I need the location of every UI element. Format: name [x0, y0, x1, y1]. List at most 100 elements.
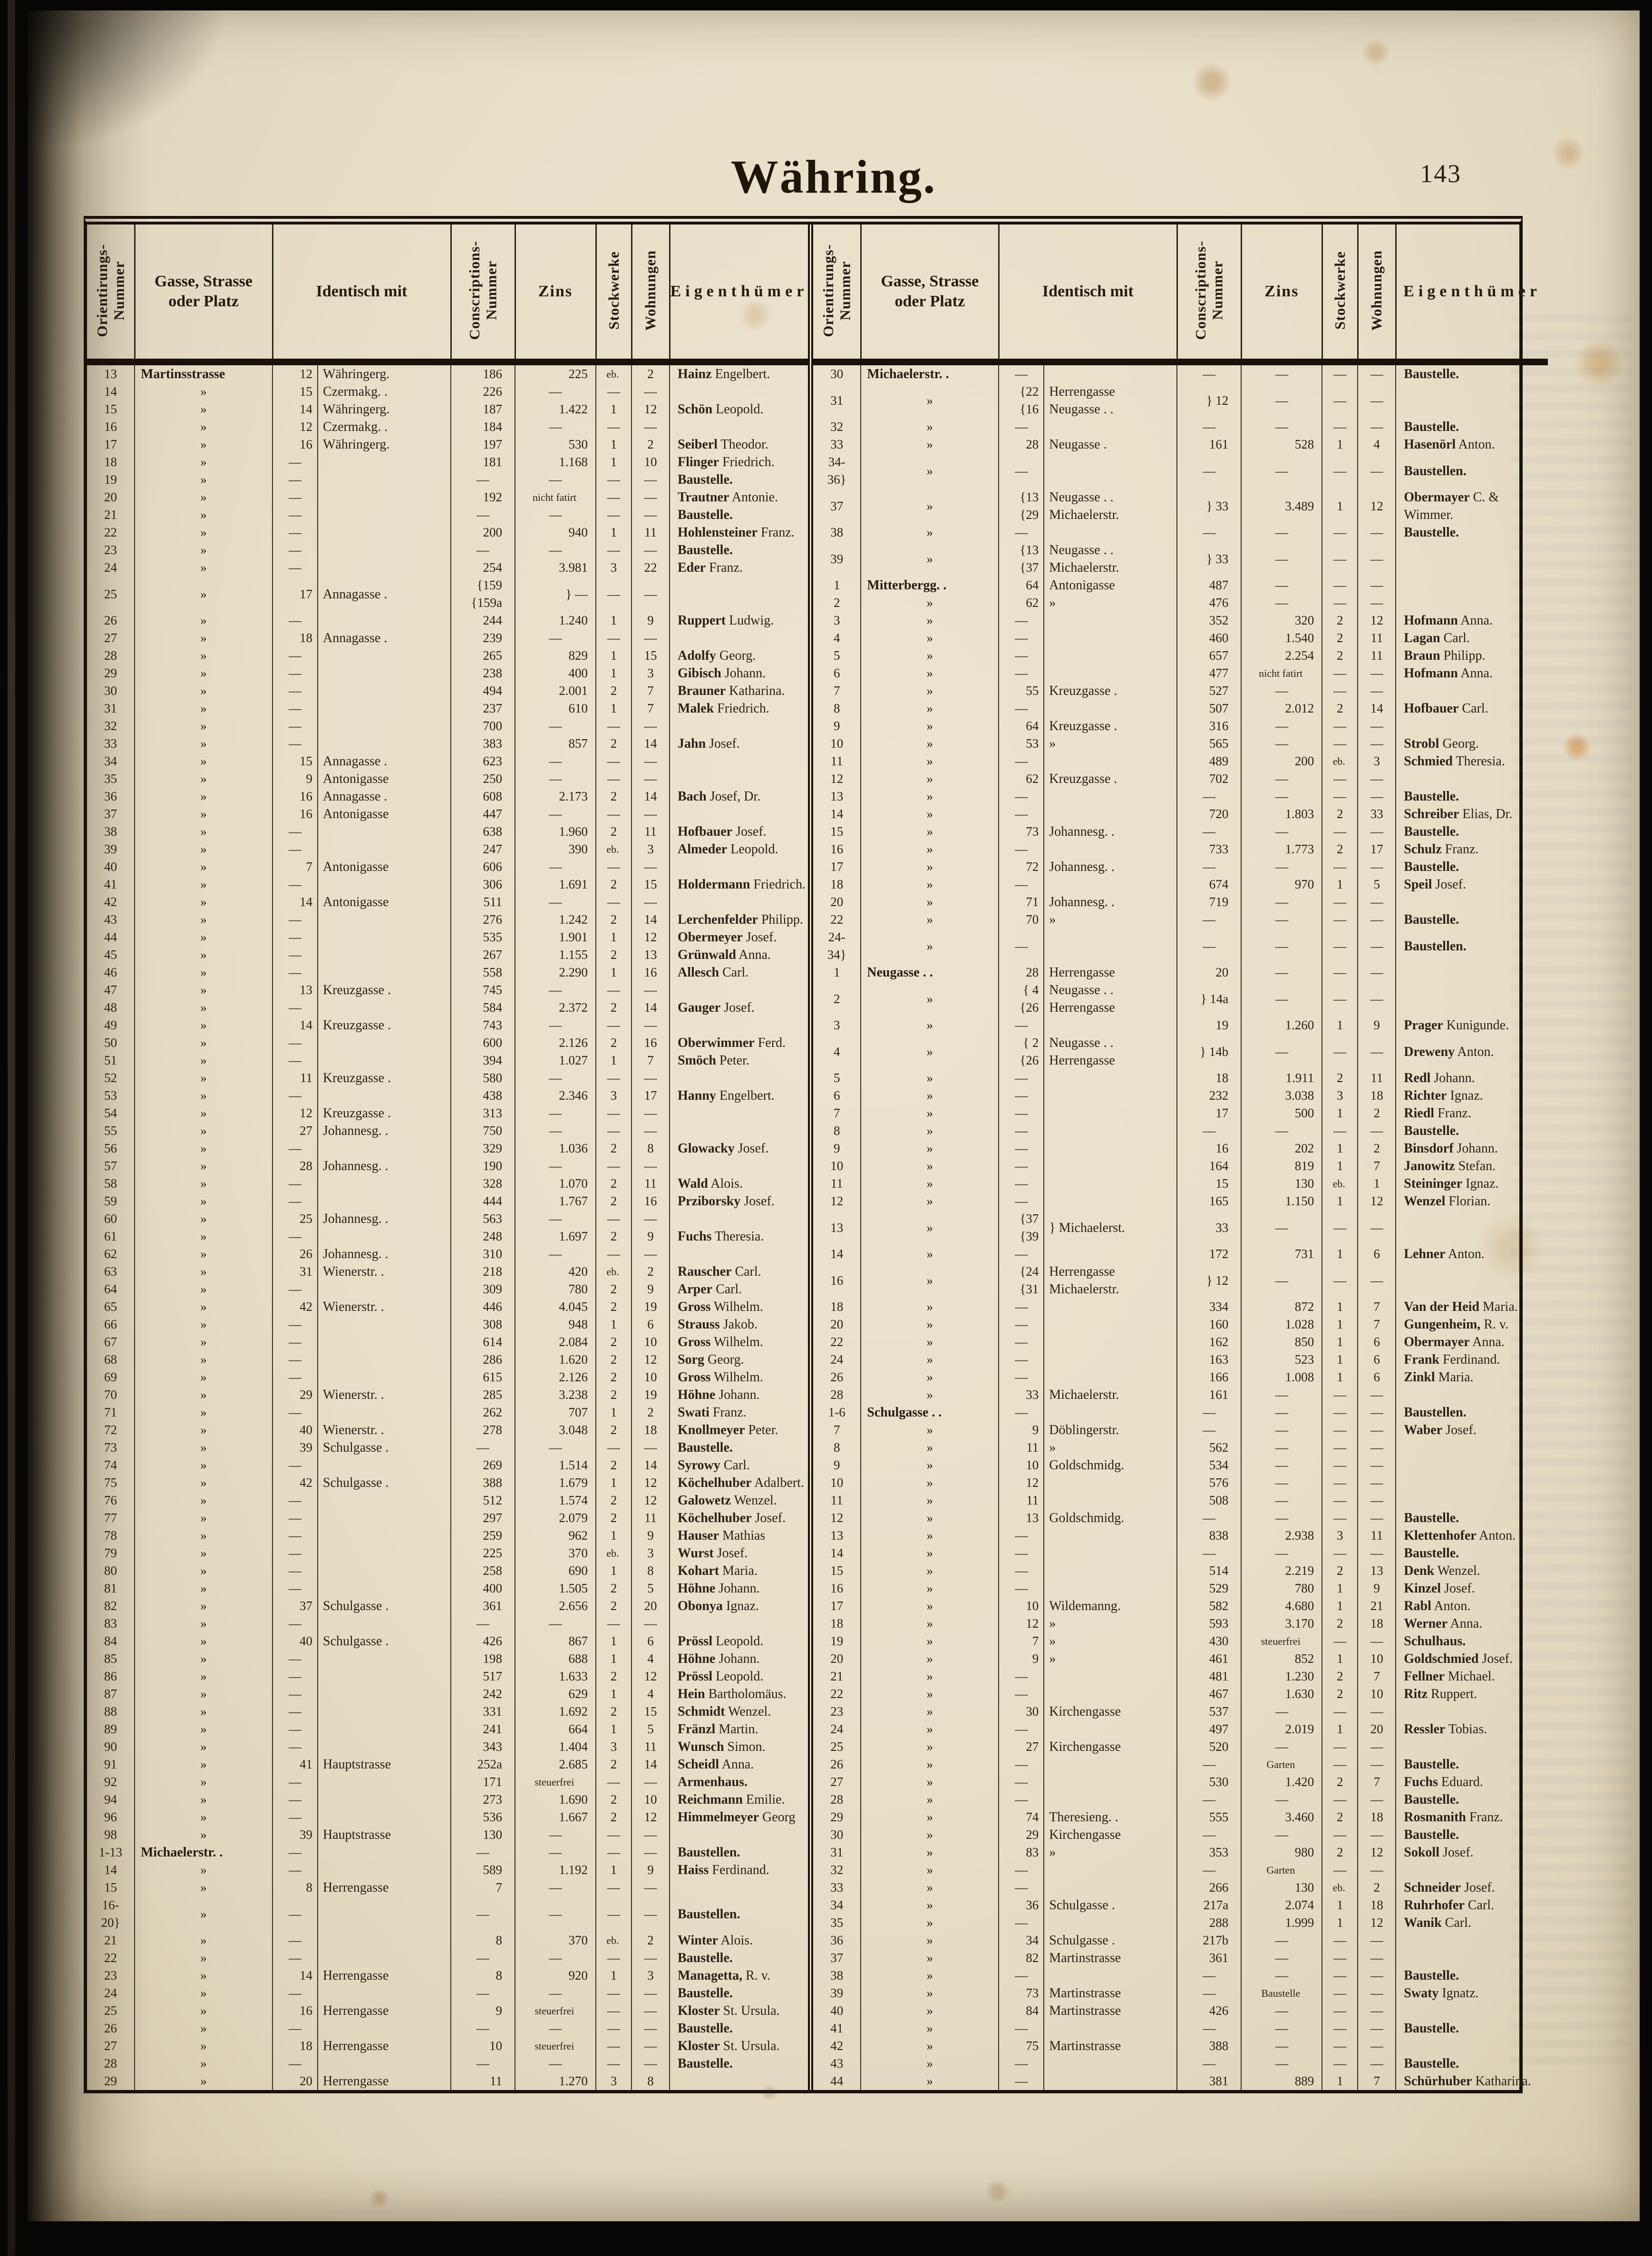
- col-orientirungs-nummer: 38: [104, 824, 117, 839]
- col-gasse: »: [134, 1544, 272, 1562]
- table-row: 20» 9» 461 852 1 10 Goldschmied Josef.: [813, 1650, 1548, 1668]
- col-orientirungs-nummer: 29: [104, 2074, 117, 2088]
- col-conscriptions-nummer: 8: [450, 1932, 515, 1949]
- table-row: 44» —381 889 1 7 Schürhuber Katharina.: [813, 2072, 1548, 2090]
- owner-givenname: Johann.: [715, 1651, 760, 1666]
- owner-surname: Prössl: [678, 1634, 713, 1649]
- col-wohnungen: —: [631, 1069, 670, 1087]
- col-gasse: »: [860, 2055, 999, 2072]
- col-identisch-nummer: —: [272, 453, 318, 471]
- owner-givenname: Ignaz.: [722, 1599, 759, 1613]
- col-conscriptions-nummer: 164: [1176, 1157, 1242, 1175]
- col-identisch-nummer: 27: [998, 1738, 1044, 1756]
- table-row: 55» 27 Johannesg. . 750— — —: [87, 1122, 808, 1140]
- col-conscriptions-nummer: 198: [450, 1650, 515, 1668]
- col-wohnungen: 11: [631, 1509, 670, 1527]
- owner-givenname: Wilhelm.: [710, 1370, 763, 1385]
- col-gasse: »: [134, 1492, 272, 1509]
- owner-surname: Kohart: [678, 1563, 719, 1578]
- col-zins: 2.074: [1241, 1896, 1322, 1914]
- table-row: 52» 11 Kreuzgasse . 580— — —: [87, 1069, 808, 1087]
- col-wohnungen: —: [631, 770, 670, 788]
- col-eigenthuemer: Grünwald Anna.: [669, 946, 808, 964]
- owner-surname: Kloster: [678, 2003, 720, 2018]
- col-identisch-strasse: Antonigasse: [317, 893, 451, 911]
- col-zins: —: [1241, 770, 1322, 788]
- col-gasse: »: [134, 1052, 272, 1069]
- col-zins: 2.254: [1241, 647, 1322, 664]
- col-identisch-strasse: [1043, 362, 1177, 383]
- col-gasse: »: [860, 541, 999, 576]
- col-stockwerke: —: [1322, 1703, 1358, 1720]
- col-orientirungs-nummer: 38: [830, 1968, 844, 1983]
- col-zins: 829: [515, 647, 596, 664]
- col-wohnungen: —: [1357, 981, 1396, 1016]
- col-wohnungen: 8: [631, 1140, 670, 1157]
- owner-givenname: Franz.: [706, 560, 743, 575]
- col-stockwerke: 2: [595, 1580, 632, 1597]
- col-identisch-nummer: 17: [272, 576, 318, 612]
- col-identisch-nummer: 16: [272, 436, 318, 453]
- owner-givenname: Georg: [759, 1810, 796, 1825]
- table-row: 24» —497 2.019 1 20 Ressler Tobias.: [813, 1720, 1548, 1738]
- col-eigenthuemer: Kloster St. Ursula.: [669, 2037, 808, 2055]
- col-gasse: »: [860, 1791, 999, 1808]
- owner-surname: Swaty: [1404, 1986, 1439, 2001]
- col-identisch-nummer: 18: [272, 2037, 318, 2055]
- owner-givenname: Leopold.: [712, 1634, 764, 1649]
- col-gasse: »: [860, 840, 999, 858]
- col-eigenthuemer: Baustellen.: [1395, 928, 1548, 964]
- col-conscriptions-nummer: 700: [450, 717, 515, 735]
- col-eigenthuemer: [1395, 1949, 1548, 1967]
- col-stockwerke: —: [595, 1210, 632, 1228]
- col-zins: 850: [1241, 1333, 1322, 1351]
- col-wohnungen: 5: [631, 1720, 670, 1738]
- table-row: 37» {13 {29 Neugasse . . Michaelerstr.} 33…: [813, 488, 1548, 524]
- header-gasse-strasse: Gasse, Strasse oder Platz: [860, 225, 999, 365]
- col-zins: —: [1241, 1263, 1322, 1298]
- col-orientirungs-nummer: 9: [834, 1141, 840, 1155]
- table-row: 5» —18 1.911 2 11 Redl Johann.: [813, 1069, 1548, 1087]
- col-identisch-nummer: —: [998, 805, 1044, 823]
- col-orientirungs-nummer: 44: [830, 2074, 844, 2088]
- col-stockwerke: 1: [595, 1316, 632, 1333]
- col-stockwerke: —: [1322, 1967, 1358, 1984]
- col-gasse: »: [860, 1914, 999, 1932]
- col-identisch-nummer: 15: [272, 383, 318, 400]
- owner-surname: Adolfy: [678, 648, 716, 663]
- col-gasse: »: [860, 629, 999, 647]
- col-wohnungen: 6: [631, 1316, 670, 1333]
- col-zins: —: [1241, 1386, 1322, 1404]
- col-identisch-nummer: —: [998, 1791, 1044, 1808]
- col-identisch-nummer: —: [998, 1685, 1044, 1703]
- col-identisch-strasse: Herrengasse: [317, 1967, 451, 1984]
- col-stockwerke: 2: [595, 1703, 632, 1720]
- property-table-right: Orientirungs- Nummer Gasse, Strasse oder…: [813, 225, 1548, 2090]
- col-wohnungen: —: [631, 1439, 670, 1456]
- col-stockwerke: 2: [595, 1228, 632, 1245]
- col-orientirungs-nummer: 4: [834, 1044, 840, 1059]
- col-identisch-strasse: Kreuzgasse .: [317, 981, 451, 999]
- col-orientirungs-nummer: 81: [104, 1581, 117, 1595]
- col-identisch-strasse: Schulgasse .: [317, 1474, 451, 1492]
- table-row: 30» —494 2.001 2 7 Brauner Katharina.: [87, 682, 808, 700]
- col-wohnungen: —: [1357, 1456, 1396, 1474]
- col-wohnungen: 12: [631, 928, 670, 946]
- col-gasse: »: [860, 752, 999, 770]
- col-stockwerke: 2: [595, 1668, 632, 1685]
- col-stockwerke: 2: [595, 1368, 632, 1386]
- col-conscriptions-nummer: 163: [1176, 1351, 1242, 1368]
- col-identisch-strasse: Kreuzgasse .: [317, 1016, 451, 1034]
- col-wohnungen: 11: [631, 524, 670, 541]
- col-identisch-strasse: [317, 1668, 451, 1685]
- col-eigenthuemer: Obonya Ignaz.: [669, 1597, 808, 1615]
- header-conscriptions-nummer: Conscriptions- Nummer: [1176, 225, 1242, 365]
- col-zins: 370: [515, 1544, 596, 1562]
- table-row: 96» —536 1.667 2 12 Himmelmeyer Georg: [87, 1808, 808, 1826]
- col-orientirungs-nummer: 75: [104, 1475, 117, 1490]
- table-row: 21» —481 1.230 2 7 Fellner Michael.: [813, 1668, 1548, 1685]
- col-wohnungen: 19: [631, 1386, 670, 1404]
- col-zins: 200: [1241, 752, 1322, 770]
- owner-givenname: Johann.: [1430, 1071, 1475, 1085]
- col-zins: 1.667: [515, 1808, 596, 1826]
